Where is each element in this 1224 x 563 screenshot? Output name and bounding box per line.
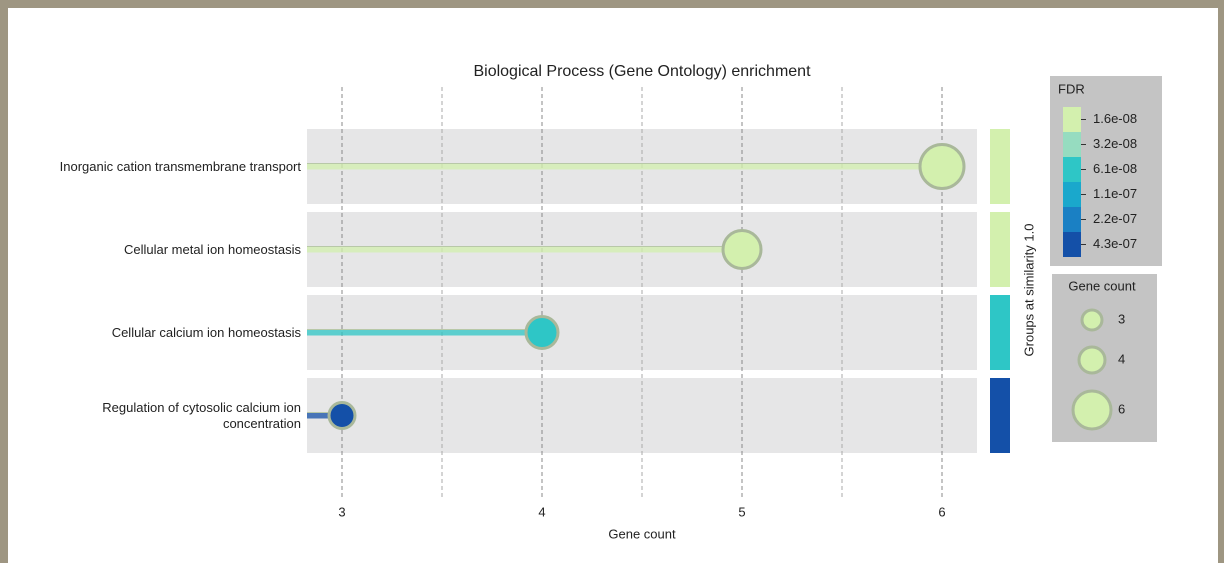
fdr-legend-swatch <box>1063 207 1081 232</box>
size-legend-label: 4 <box>1118 351 1125 366</box>
size-legend-label: 6 <box>1118 401 1125 416</box>
x-tick-label: 6 <box>938 504 945 519</box>
group-bar <box>990 212 1010 287</box>
fdr-legend-label: 1.1e-07 <box>1093 186 1137 201</box>
y-tick-label: Regulation of cytosolic calcium ion conc… <box>102 399 301 431</box>
fdr-legend-label: 4.3e-07 <box>1093 236 1137 251</box>
size-legend-circle <box>1077 345 1107 375</box>
y-tick-label: Cellular calcium ion homeostasis <box>111 324 301 340</box>
x-tick-label: 4 <box>538 504 545 519</box>
point <box>524 315 560 350</box>
fdr-legend-title: FDR <box>1058 81 1085 96</box>
fdr-legend-swatch <box>1063 182 1081 207</box>
point <box>918 143 966 190</box>
fdr-legend-label: 6.1e-08 <box>1093 161 1137 176</box>
chart-title: Biological Process (Gene Ontology) enric… <box>473 63 811 80</box>
group-bar <box>990 129 1010 204</box>
fdr-legend-swatch <box>1063 132 1081 157</box>
y-tick-label: Cellular metal ion homeostasis <box>123 241 301 257</box>
fdr-legend-swatch <box>1063 157 1081 182</box>
fdr-legend-label: 2.2e-07 <box>1093 211 1137 226</box>
x-tick-label: 3 <box>338 504 345 519</box>
size-legend-label: 3 <box>1118 311 1125 326</box>
group-bar <box>990 295 1010 370</box>
point <box>327 401 357 430</box>
size-legend-circle <box>1080 308 1104 332</box>
group-label: Groups at similarity 1.0 <box>1021 224 1036 357</box>
size-legend-circle <box>1071 389 1113 431</box>
x-tick-label: 5 <box>738 504 745 519</box>
y-tick-label: Inorganic cation transmembrane transport <box>59 158 301 174</box>
size-legend-title: Gene count <box>1068 278 1136 293</box>
x-axis-label: Gene count <box>608 526 676 541</box>
point <box>721 229 763 270</box>
group-bar <box>990 378 1010 453</box>
fdr-legend-swatch <box>1063 107 1081 132</box>
fdr-legend-label: 3.2e-08 <box>1093 136 1137 151</box>
fdr-legend-swatch <box>1063 232 1081 257</box>
fdr-legend-label: 1.6e-08 <box>1093 111 1137 126</box>
